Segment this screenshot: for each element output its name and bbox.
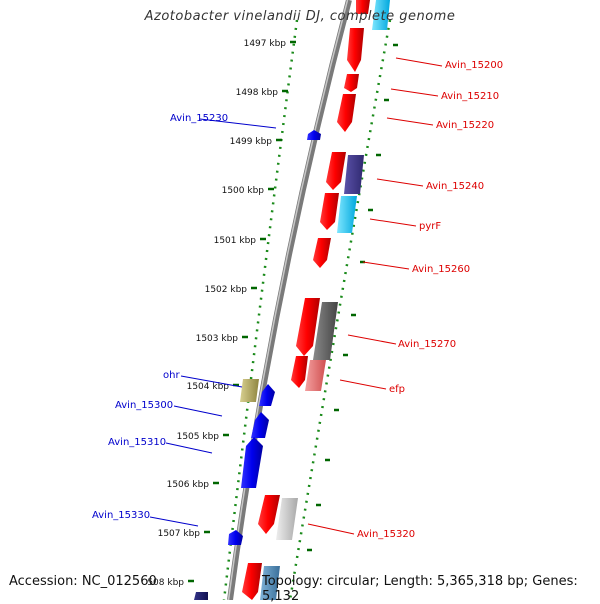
gene-pyrF-homolog[interactable] [337, 196, 357, 233]
gene-feature-forward[interactable] [242, 563, 262, 600]
tick-label: 1497 kbp [244, 39, 287, 49]
gene-avin-15320[interactable] [258, 495, 280, 534]
tick-label: 1499 kbp [230, 137, 273, 147]
gene-avin-15230[interactable] [307, 130, 321, 140]
gene-pyrF-label[interactable]: pyrF [419, 221, 441, 232]
gene-avin-15330-label[interactable]: Avin_15330 [92, 510, 150, 521]
outer-scale-ring [288, 19, 392, 600]
gene-avin-15310-leader-line [165, 442, 213, 454]
gene-avin-15240[interactable] [326, 152, 346, 190]
gene-avin-15300[interactable] [251, 412, 269, 438]
gene-avin-15240-label[interactable]: Avin_15240 [426, 181, 484, 192]
gene-avin-15270-leader-line [347, 334, 397, 345]
gene-feature-forward[interactable] [356, 0, 370, 14]
gene-efp-label[interactable]: efp [389, 384, 405, 395]
gene-avin-15300-leader-line [173, 405, 223, 417]
gene-avin-15260[interactable] [313, 238, 331, 268]
gene-features [194, 0, 390, 600]
gene-pyrF-leader-line [369, 218, 417, 227]
gene-avin-15210-label[interactable]: Avin_15210 [441, 91, 499, 102]
gene-ohr-leader-line [180, 375, 243, 388]
gene-avin-15230-leader-line [199, 118, 277, 129]
gene-avin-15320-leader-line [307, 523, 355, 535]
gene-avin-15310-label[interactable]: Avin_15310 [108, 437, 166, 448]
gene-avin-15330[interactable] [228, 530, 243, 545]
genome-title: Azotobacter vinelandii DJ, complete geno… [144, 9, 456, 24]
gene-avin-15240-homolog[interactable] [344, 155, 364, 194]
tick-label: 508 kbp [147, 578, 184, 588]
tick-label: 1501 kbp [214, 236, 257, 246]
gene-avin-15220[interactable] [337, 94, 356, 132]
gene-avin-15220-label[interactable]: Avin_15220 [436, 120, 494, 131]
gene-labels: Avin_15200 Avin_15210 Avin_15220 Avin_15240… [92, 57, 503, 540]
genome-backbone [227, 0, 352, 600]
gene-efp-leader-line [339, 379, 387, 390]
gene-efp[interactable] [291, 356, 308, 388]
gene-avin-15240-leader-line [376, 178, 424, 187]
gene-avin-15260-label[interactable]: Avin_15260 [412, 264, 470, 275]
gene-avin-15200[interactable] [347, 28, 364, 72]
tick-label: 1503 kbp [196, 334, 239, 344]
gene-avin-15270-homolog[interactable] [313, 302, 338, 360]
gene-feature-homolog[interactable] [260, 566, 280, 600]
gene-ohr[interactable] [259, 384, 275, 406]
tick-label: 1505 kbp [177, 432, 220, 442]
tick-label: 1502 kbp [205, 285, 248, 295]
gene-ohr-homolog[interactable] [240, 379, 259, 402]
gene-avin-15200-leader-line [395, 57, 443, 67]
tick-label: 1498 kbp [236, 88, 279, 98]
gene-avin-15260-leader-line [362, 261, 410, 270]
gene-ohr-label[interactable]: ohr [163, 370, 180, 381]
gene-efp-homolog[interactable] [305, 360, 326, 391]
tick-label: 1506 kbp [167, 480, 210, 490]
gene-avin-15310[interactable] [241, 437, 263, 488]
gene-avin-15210[interactable] [344, 74, 359, 92]
gene-pyrF[interactable] [320, 193, 339, 230]
gene-feature-reverse[interactable] [194, 592, 208, 600]
gene-avin-15270-label[interactable]: Avin_15270 [398, 339, 456, 350]
gene-avin-15320-label[interactable]: Avin_15320 [357, 529, 415, 540]
gene-avin-15220-leader-line [386, 117, 434, 126]
gene-avin-15300-label[interactable]: Avin_15300 [115, 400, 173, 411]
gene-avin-15200-label[interactable]: Avin_15200 [445, 60, 503, 71]
accession-text: Accession: NC_012560 [9, 574, 157, 589]
gene-avin-15230-label[interactable]: Avin_15230 [170, 113, 228, 124]
gene-avin-15210-leader-line [390, 88, 439, 97]
gene-avin-15270[interactable] [296, 298, 320, 356]
tick-label: 1500 kbp [222, 186, 265, 196]
gene-avin-15320-homolog[interactable] [276, 498, 298, 540]
tick-label: 1507 kbp [158, 529, 201, 539]
tick-label: 1504 kbp [187, 382, 230, 392]
gene-feature-homolog[interactable] [372, 0, 390, 30]
gene-avin-15330-leader-line [149, 516, 199, 527]
genome-backbone-highlight [227, 0, 349, 600]
kbp-ticks: 1497 kbp 1498 kbp 1499 kbp 1500 kbp 1501 kbp… [147, 39, 398, 588]
